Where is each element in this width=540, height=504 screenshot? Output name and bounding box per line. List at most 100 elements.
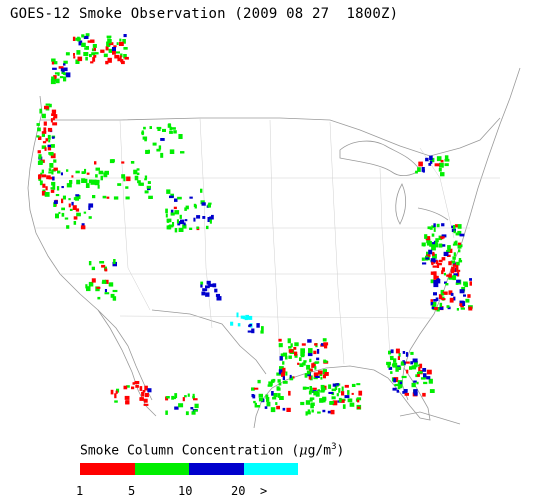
smoke-pixel xyxy=(322,409,326,413)
smoke-pixel xyxy=(456,261,460,266)
smoke-pixel xyxy=(402,351,406,354)
smoke-pixel xyxy=(48,140,51,143)
smoke-pixel xyxy=(426,240,432,246)
smoke-pixel xyxy=(429,227,433,230)
smoke-pixel xyxy=(448,273,452,278)
smoke-pixel xyxy=(317,411,321,414)
smoke-pixel xyxy=(439,302,443,308)
smoke-pixel xyxy=(398,353,401,357)
smoke-pixel xyxy=(201,291,206,296)
smoke-pixel xyxy=(312,387,317,390)
smoke-pixel xyxy=(433,223,436,228)
smoke-pixel xyxy=(406,369,409,374)
smoke-pixel xyxy=(102,195,107,199)
smoke-pixel xyxy=(446,305,450,308)
smoke-pixel xyxy=(444,281,447,284)
smoke-pixel xyxy=(104,289,107,293)
smoke-pixel xyxy=(81,223,85,226)
smoke-pixel xyxy=(50,153,56,159)
smoke-pixel xyxy=(106,35,112,38)
smoke-pixel xyxy=(71,175,74,178)
smoke-pixel xyxy=(51,181,56,186)
smoke-pixel xyxy=(441,293,445,296)
smoke-pixel xyxy=(415,374,419,378)
legend-tick-20: 20 xyxy=(231,484,246,498)
smoke-pixel xyxy=(73,216,78,220)
smoke-pixel xyxy=(53,200,58,204)
smoke-pixel xyxy=(253,400,256,404)
smoke-pixel xyxy=(313,350,317,355)
smoke-pixel xyxy=(99,261,105,264)
smoke-pixel xyxy=(179,214,182,219)
smoke-pixel xyxy=(53,159,57,163)
smoke-pixel xyxy=(451,228,456,232)
smoke-pixel xyxy=(55,213,59,219)
smoke-pixel xyxy=(63,60,68,64)
smoke-pixel xyxy=(125,186,129,189)
smoke-pixel xyxy=(174,198,178,202)
smoke-pixel xyxy=(59,76,64,79)
mexico-border xyxy=(151,309,267,375)
smoke-pixel xyxy=(110,389,114,395)
smoke-pixel xyxy=(180,219,185,225)
smoke-pixel xyxy=(193,409,198,412)
smoke-pixel xyxy=(308,368,313,372)
smoke-pixel xyxy=(183,222,186,226)
smoke-pixel xyxy=(38,136,42,140)
smoke-pixel xyxy=(258,393,263,398)
smoke-pixel xyxy=(105,60,109,65)
smoke-pixel xyxy=(397,356,400,360)
smoke-pixel xyxy=(106,196,110,199)
smoke-pixel xyxy=(451,269,456,273)
smoke-pixel xyxy=(277,393,281,398)
smoke-pixel xyxy=(432,259,438,263)
smoke-pixel xyxy=(91,278,96,283)
smoke-pixel xyxy=(85,183,90,188)
smoke-pixel xyxy=(357,399,360,403)
smoke-pixel xyxy=(301,343,306,346)
smoke-pixel xyxy=(171,395,175,400)
smoke-pixel xyxy=(413,389,418,394)
smoke-pixel xyxy=(433,292,437,296)
smoke-pixel xyxy=(123,47,128,50)
smoke-pixel xyxy=(50,144,55,148)
smoke-pixel xyxy=(114,54,120,59)
smoke-pixel xyxy=(279,396,284,400)
smoke-pixel xyxy=(85,33,90,37)
smoke-pixel xyxy=(285,355,288,360)
smoke-pixel xyxy=(453,225,456,230)
smoke-pixel xyxy=(330,409,335,415)
west-coastline xyxy=(27,95,153,401)
smoke-pixel xyxy=(63,67,68,72)
smoke-pixel xyxy=(403,361,406,366)
smoke-pixel xyxy=(320,384,325,389)
smoke-pixel xyxy=(208,202,212,205)
smoke-pixel xyxy=(166,189,171,194)
smoke-pixel xyxy=(184,207,187,211)
smoke-pixel xyxy=(351,392,354,395)
smoke-pixel xyxy=(147,388,152,393)
smoke-pixel xyxy=(282,352,288,357)
smoke-pixel xyxy=(92,179,97,183)
smoke-pixel xyxy=(276,405,280,410)
smoke-pixel xyxy=(53,75,57,79)
smoke-pixel xyxy=(308,375,312,380)
smoke-pixel xyxy=(411,382,416,388)
smoke-pixel xyxy=(41,145,47,149)
legend-title-prefix: Smoke Column Concentration ( xyxy=(80,443,300,459)
smoke-pixel xyxy=(131,386,135,390)
smoke-pixel xyxy=(63,63,66,66)
smoke-pixel xyxy=(469,278,472,281)
smoke-pixel xyxy=(327,410,331,414)
smoke-pixel xyxy=(460,307,465,310)
smoke-pixel xyxy=(73,221,77,225)
smoke-pixel xyxy=(313,377,318,380)
smoke-pixel xyxy=(418,367,421,371)
smoke-clusters xyxy=(36,33,473,416)
smoke-pixel xyxy=(216,296,222,301)
smoke-pixel xyxy=(230,321,234,326)
smoke-pixel xyxy=(418,371,423,374)
smoke-pixel xyxy=(388,366,393,370)
smoke-pixel xyxy=(290,343,293,348)
smoke-pixel xyxy=(72,36,76,41)
